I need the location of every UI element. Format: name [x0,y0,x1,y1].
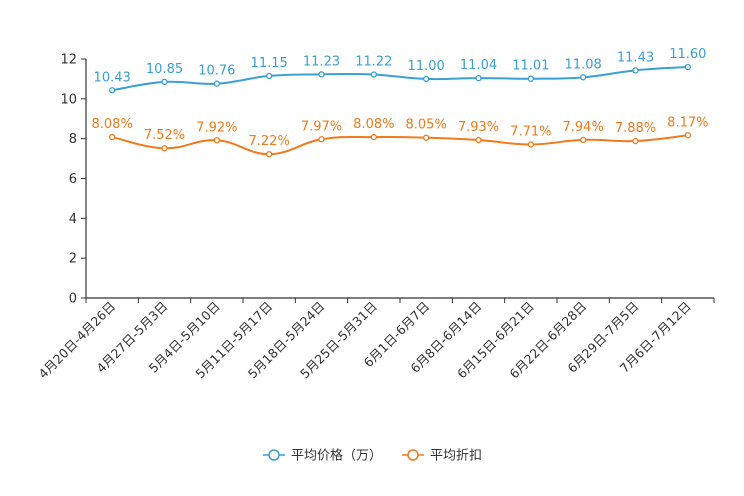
data-point[interactable] [161,145,168,152]
data-label: 10.85 [146,62,183,77]
data-label: 10.43 [94,70,131,85]
data-label: 11.00 [408,59,445,74]
data-point[interactable] [161,78,168,86]
legend-item-1[interactable]: 平均折扣 [402,449,482,464]
data-label: 8.17% [667,115,708,130]
series-line [112,65,688,92]
legend-label: 平均价格（万） [291,448,382,464]
data-point[interactable] [109,133,116,141]
data-label: 11.04 [460,58,497,73]
y-tick-label: 0 [69,292,77,307]
legend-marker-icon [268,449,280,461]
data-point[interactable] [370,133,377,141]
series-1: 8.08% 7.52% 7.92% 7.22% 7.97% 8.08% 8.05% 7.93%… [92,115,708,158]
data-point[interactable] [527,141,534,148]
data-point[interactable] [318,71,325,78]
data-point[interactable] [266,151,273,158]
data-label: 10.76 [198,64,235,79]
data-point[interactable] [318,136,325,143]
data-label: 7.52% [144,128,185,143]
data-label: 11.43 [617,50,654,65]
data-point[interactable] [684,132,691,139]
data-label: 11.15 [251,56,288,71]
data-point[interactable] [423,134,430,141]
data-label: 11.08 [565,57,602,72]
data-point[interactable] [475,136,482,144]
series-0: 10.43 10.85 10.76 11.15 11.23 11.22 11.00 11.04… [94,47,706,94]
data-label: 7.93% [458,120,499,135]
data-point[interactable] [109,87,116,94]
data-label: 11.23 [303,54,340,69]
series-layer: 10.43 10.85 10.76 11.15 11.23 11.22 11.00 11.04… [92,47,708,158]
data-point[interactable] [423,75,430,83]
data-label: 8.08% [353,117,394,132]
data-point[interactable] [266,72,273,80]
data-label: 7.88% [615,121,656,136]
y-tick-label: 12 [60,53,77,68]
data-label: 11.60 [669,47,706,62]
y-tick-label: 10 [60,92,77,107]
legend-label: 平均折扣 [430,449,482,464]
data-label: 8.08% [92,117,133,132]
legend-marker-icon [407,449,419,461]
data-label: 11.01 [512,59,549,74]
y-tick-label: 2 [69,252,77,267]
legend[interactable]: 平均价格（万） 平均折扣 [263,448,482,464]
y-tick-label: 8 [69,132,77,147]
data-label: 7.22% [249,134,290,149]
data-point[interactable] [527,75,534,82]
data-point[interactable] [370,71,377,78]
data-label: 7.71% [510,124,551,139]
data-point[interactable] [580,74,587,81]
data-point[interactable] [580,136,587,144]
data-point[interactable] [632,137,639,145]
data-point[interactable] [684,63,691,71]
data-label: 7.94% [563,120,604,135]
y-tick-label: 6 [69,172,77,187]
data-point[interactable] [213,80,220,87]
y-tick-label: 4 [69,212,77,227]
y-axis: 0 2 4 6 8 10 12 [60,53,87,307]
data-label: 7.97% [301,119,342,134]
data-label: 11.22 [355,55,392,70]
legend-item-0[interactable]: 平均价格（万） [263,448,382,464]
data-label: 7.92% [196,120,237,135]
data-label: 8.05% [406,118,447,133]
x-axis: 4月20日-4月26日4月27日-5月3日5月4日-5月10日5月11日-5月1… [35,297,715,381]
data-point[interactable] [475,74,482,82]
data-point[interactable] [213,137,220,144]
data-point[interactable] [632,67,639,74]
series-line [111,134,688,156]
